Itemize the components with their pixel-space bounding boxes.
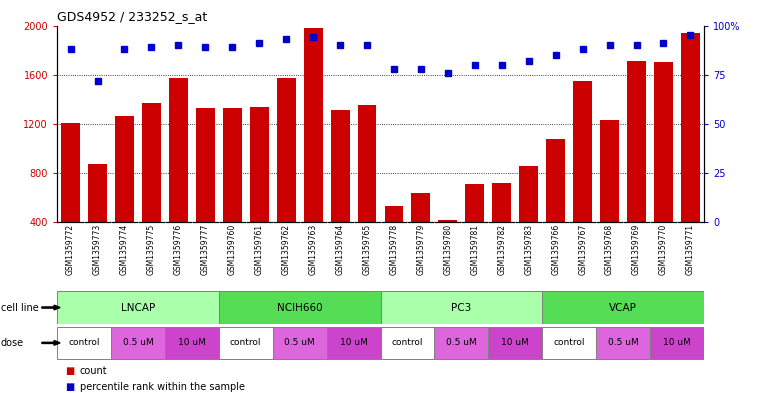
Bar	[681, 33, 700, 222]
Text: GSM1359779: GSM1359779	[416, 224, 425, 275]
Text: 10 uM: 10 uM	[501, 338, 529, 347]
Text: GSM1359780: GSM1359780	[444, 224, 452, 275]
Bar	[654, 62, 673, 222]
Bar	[435, 327, 489, 359]
Text: GSM1359766: GSM1359766	[551, 224, 560, 275]
Text: control: control	[392, 338, 423, 347]
Bar	[384, 206, 403, 222]
Text: GSM1359776: GSM1359776	[174, 224, 183, 275]
Bar	[412, 193, 431, 222]
Text: GSM1359769: GSM1359769	[632, 224, 641, 275]
Text: percentile rank within the sample: percentile rank within the sample	[80, 382, 245, 392]
Text: LNCAP: LNCAP	[121, 303, 155, 312]
Bar	[57, 327, 111, 359]
Bar	[115, 116, 134, 222]
Text: GSM1359778: GSM1359778	[390, 224, 399, 275]
Bar	[492, 183, 511, 222]
Text: control: control	[230, 338, 262, 347]
Bar	[196, 108, 215, 222]
Bar	[600, 120, 619, 222]
Text: GSM1359768: GSM1359768	[605, 224, 614, 275]
Text: 10 uM: 10 uM	[178, 338, 205, 347]
Text: ■: ■	[65, 366, 74, 376]
Bar	[543, 292, 704, 323]
Text: GSM1359763: GSM1359763	[309, 224, 317, 275]
Bar	[596, 327, 650, 359]
Text: GSM1359775: GSM1359775	[147, 224, 156, 275]
Text: dose: dose	[1, 338, 24, 348]
Bar	[489, 327, 542, 359]
Bar	[326, 327, 380, 359]
Text: NCIH660: NCIH660	[277, 303, 323, 312]
Bar	[438, 220, 457, 222]
Text: GSM1359772: GSM1359772	[66, 224, 75, 275]
Text: count: count	[80, 366, 107, 376]
Bar	[219, 327, 272, 359]
Text: control: control	[68, 338, 100, 347]
Text: 0.5 uM: 0.5 uM	[608, 338, 638, 347]
Text: 0.5 uM: 0.5 uM	[285, 338, 315, 347]
Text: GSM1359773: GSM1359773	[93, 224, 102, 275]
Text: cell line: cell line	[1, 303, 39, 312]
Bar	[61, 123, 80, 222]
Bar	[219, 292, 380, 323]
Text: GSM1359764: GSM1359764	[336, 224, 345, 275]
Text: control: control	[553, 338, 585, 347]
Bar	[380, 292, 542, 323]
Bar	[330, 110, 349, 222]
Text: 0.5 uM: 0.5 uM	[446, 338, 476, 347]
Bar	[165, 327, 219, 359]
Bar	[88, 164, 107, 222]
Bar	[111, 327, 165, 359]
Text: GSM1359770: GSM1359770	[659, 224, 668, 275]
Bar	[380, 327, 435, 359]
Text: 10 uM: 10 uM	[663, 338, 691, 347]
Text: GSM1359781: GSM1359781	[470, 224, 479, 275]
Text: 10 uM: 10 uM	[339, 338, 368, 347]
Bar	[142, 103, 161, 222]
Bar	[573, 81, 592, 222]
Text: GSM1359771: GSM1359771	[686, 224, 695, 275]
Bar	[519, 165, 538, 222]
Bar	[250, 107, 269, 222]
Bar	[358, 105, 377, 222]
Bar	[277, 78, 295, 222]
Bar	[546, 138, 565, 222]
Text: GSM1359782: GSM1359782	[497, 224, 506, 275]
Text: VCAP: VCAP	[609, 303, 637, 312]
Bar	[650, 327, 704, 359]
Text: GSM1359761: GSM1359761	[255, 224, 264, 275]
Bar	[304, 28, 323, 222]
Text: ■: ■	[65, 382, 74, 392]
Text: GDS4952 / 233252_s_at: GDS4952 / 233252_s_at	[57, 10, 207, 23]
Bar	[543, 327, 596, 359]
Bar	[169, 78, 188, 222]
Text: 0.5 uM: 0.5 uM	[123, 338, 153, 347]
Text: GSM1359767: GSM1359767	[578, 224, 587, 275]
Bar	[57, 292, 219, 323]
Text: GSM1359783: GSM1359783	[524, 224, 533, 275]
Text: GSM1359765: GSM1359765	[362, 224, 371, 275]
Bar	[223, 108, 242, 222]
Text: GSM1359774: GSM1359774	[120, 224, 129, 275]
Text: GSM1359760: GSM1359760	[228, 224, 237, 275]
Bar	[627, 61, 646, 222]
Bar	[466, 184, 484, 222]
Text: GSM1359762: GSM1359762	[282, 224, 291, 275]
Text: PC3: PC3	[451, 303, 472, 312]
Bar	[272, 327, 326, 359]
Text: GSM1359777: GSM1359777	[201, 224, 210, 275]
